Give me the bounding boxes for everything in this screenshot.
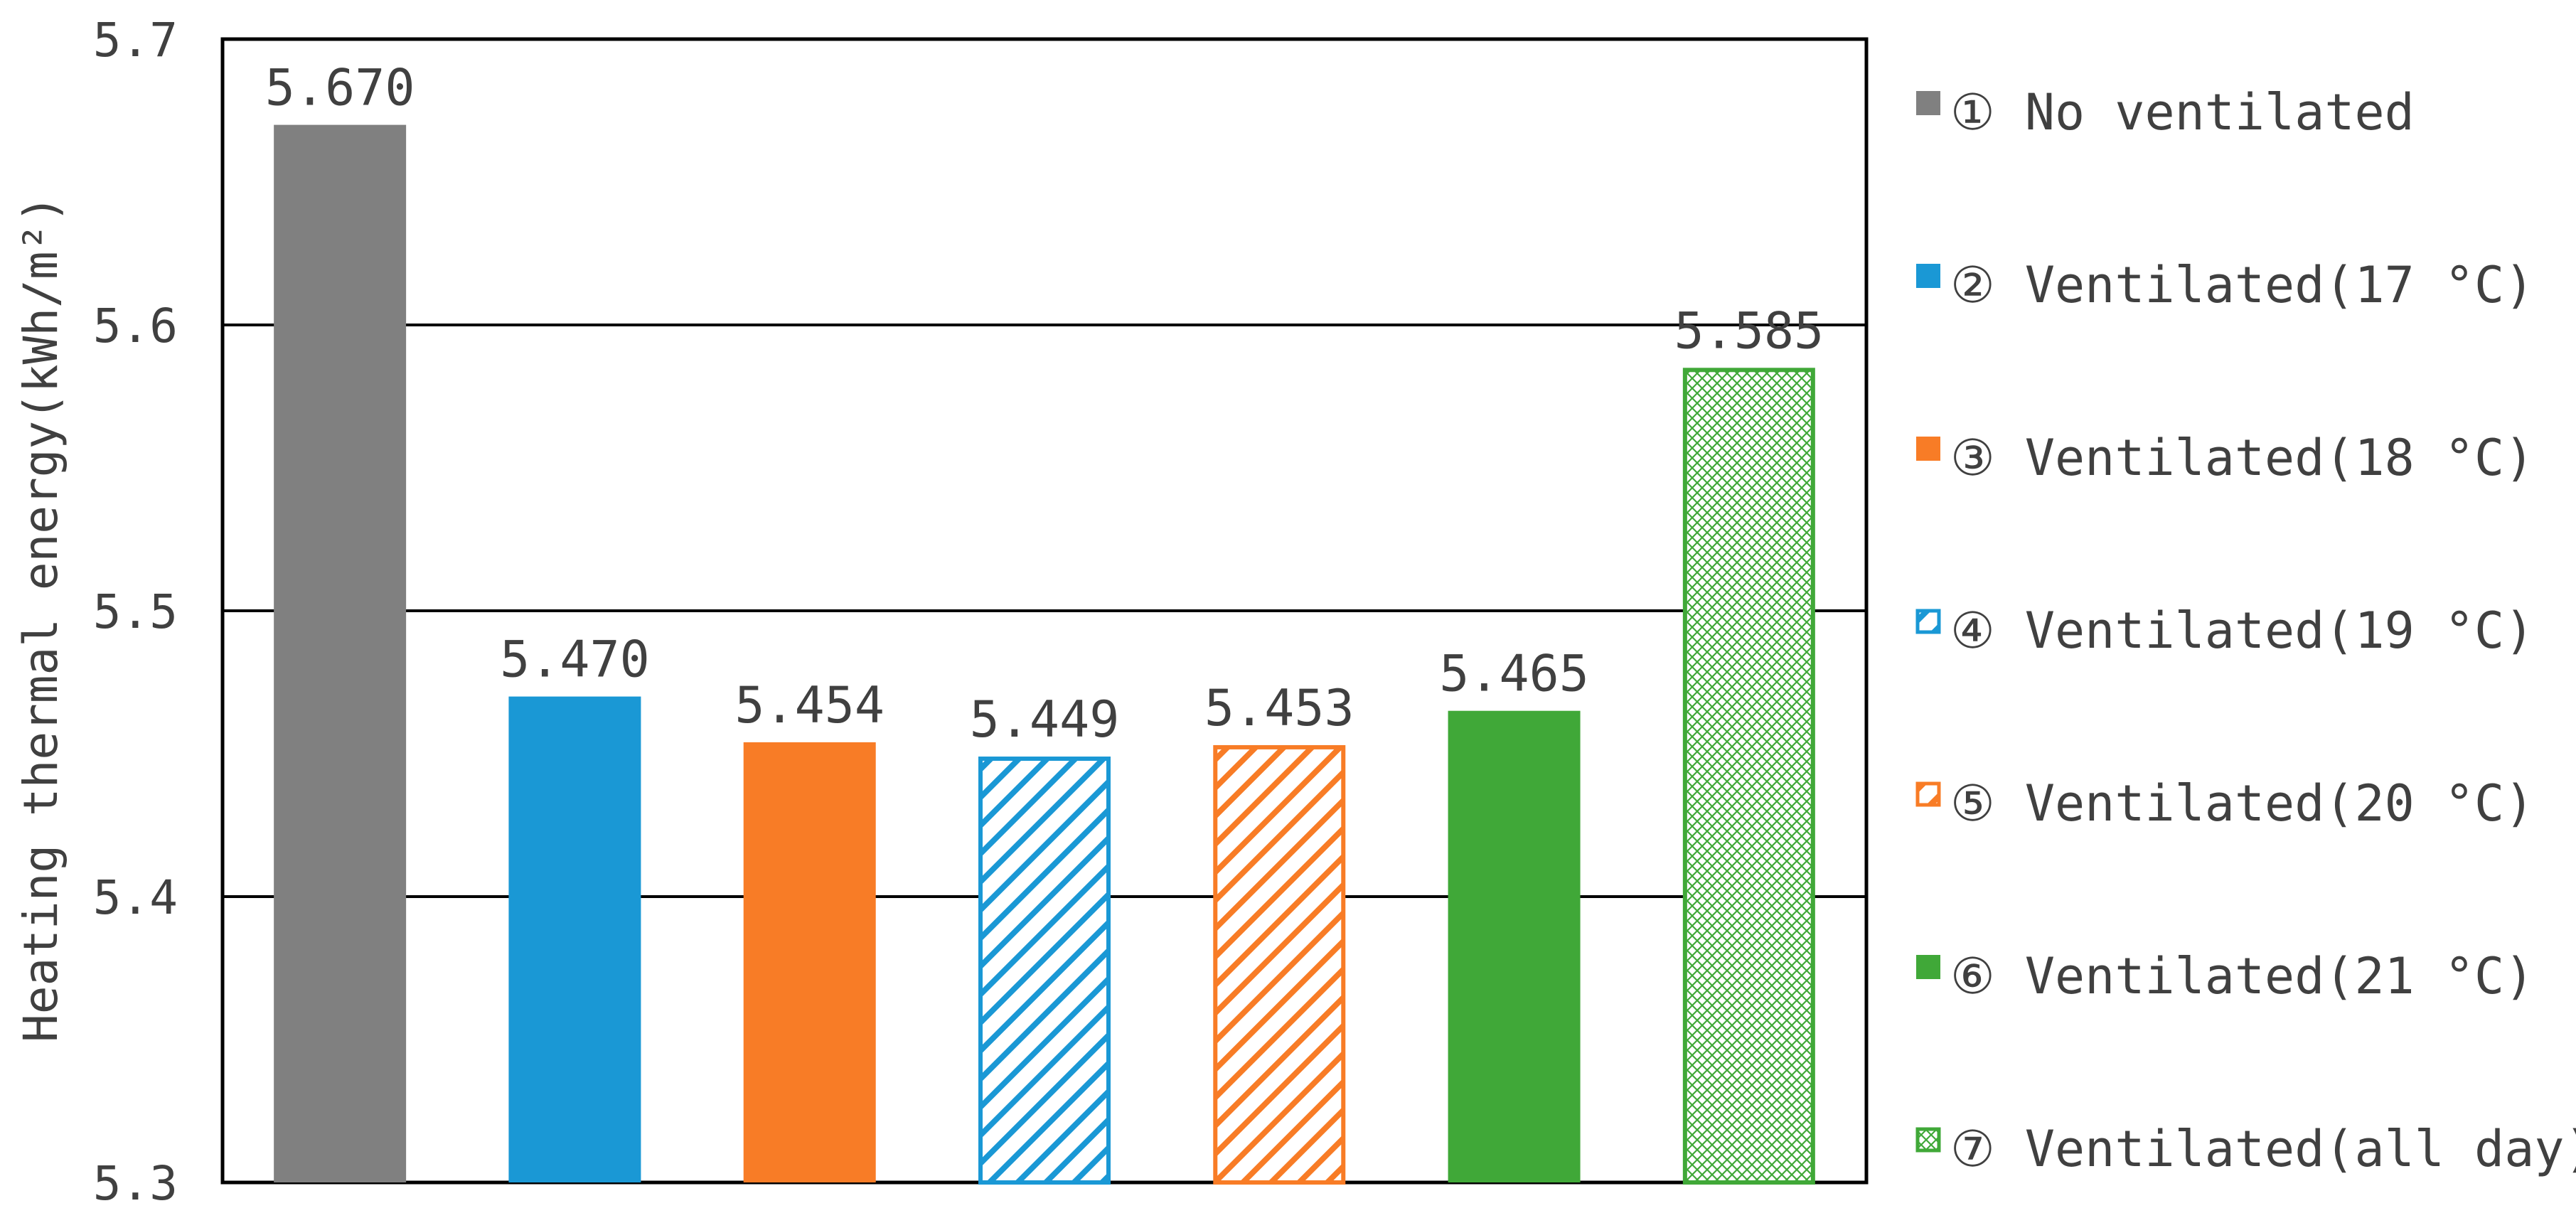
- legend-item: ⑦ Ventilated(all day): [1915, 1120, 2576, 1178]
- legend-item: ⑥ Ventilated(21 °C): [1916, 947, 2534, 1005]
- legend-label: ④ Ventilated(19 °C): [1950, 602, 2534, 660]
- legend-item: ② Ventilated(17 °C): [1916, 256, 2534, 314]
- bar: [743, 742, 876, 1182]
- legend-swatch: [1915, 609, 1941, 634]
- data-label: 5.454: [734, 676, 885, 734]
- legend-label: ② Ventilated(17 °C): [1950, 256, 2534, 314]
- data-label: 5.470: [500, 631, 650, 689]
- bar: [274, 124, 407, 1183]
- bar: [978, 757, 1111, 1185]
- data-label: 5.585: [1674, 301, 1824, 360]
- bar: [1213, 744, 1346, 1185]
- legend-item: ⑤ Ventilated(20 °C): [1915, 774, 2534, 833]
- legend-label: ⑥ Ventilated(21 °C): [1950, 947, 2534, 1005]
- data-label: 5.453: [1204, 679, 1354, 737]
- y-tick-label: 5.5: [93, 584, 178, 639]
- legend-label: ③ Ventilated(18 °C): [1950, 429, 2534, 487]
- y-tick-label: 5.7: [93, 13, 178, 68]
- legend-swatch: [1915, 1127, 1941, 1153]
- legend-label: ① No ventilated: [1950, 83, 2415, 141]
- legend-label: ⑤ Ventilated(20 °C): [1950, 774, 2534, 833]
- legend-swatch: [1915, 781, 1941, 807]
- legend-item: ③ Ventilated(18 °C): [1916, 429, 2534, 487]
- y-tick-label: 5.3: [93, 1156, 178, 1211]
- bar: [1682, 368, 1815, 1185]
- legend-swatch: [1916, 437, 1940, 461]
- legend-item: ① No ventilated: [1916, 83, 2415, 141]
- data-label: 5.449: [970, 690, 1120, 749]
- legend-swatch: [1916, 91, 1940, 115]
- legend-swatch: [1916, 955, 1940, 979]
- bar: [508, 696, 641, 1182]
- legend-label: ⑦ Ventilated(all day): [1950, 1120, 2576, 1178]
- data-label: 5.465: [1439, 645, 1589, 703]
- legend-item: ④ Ventilated(19 °C): [1915, 602, 2534, 660]
- bar: [1448, 710, 1581, 1182]
- data-label: 5.670: [265, 59, 415, 117]
- y-tick-label: 5.4: [93, 870, 178, 925]
- legend-swatch: [1916, 264, 1940, 288]
- y-tick-label: 5.6: [93, 299, 178, 353]
- y-axis-title: Heating thermal energy(kWh/m²): [14, 195, 68, 1042]
